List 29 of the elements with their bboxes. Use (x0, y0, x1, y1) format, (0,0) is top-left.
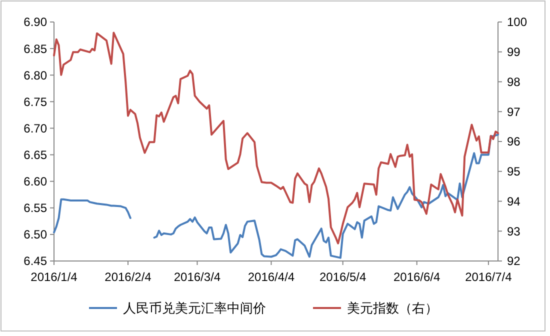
legend-label: 人民币兑美元汇率中间价 (123, 300, 266, 316)
y2-tick-label: 94 (507, 194, 521, 208)
y2-tick-label: 95 (507, 164, 521, 179)
x-tick-label: 2016/2/4 (104, 270, 152, 284)
y-tick-label: 6.55 (24, 201, 48, 216)
y2-tick-label: 92 (507, 254, 521, 268)
x-tick-label: 2016/3/4 (174, 270, 221, 284)
y2-tick-label: 97 (507, 104, 521, 119)
y-tick-label: 6.45 (24, 254, 48, 268)
y-tick-label: 6.60 (24, 174, 48, 189)
y-tick-label: 6.75 (24, 94, 48, 109)
y-tick-label: 6.85 (24, 42, 48, 56)
y-tick-label: 6.80 (24, 68, 48, 82)
legend-label: 美元指数（右） (347, 300, 438, 316)
y-tick-label: 6.70 (24, 121, 48, 136)
x-tick-label: 2016/6/4 (393, 270, 441, 284)
y2-tick-label: 96 (507, 134, 521, 149)
y2-tick-label: 98 (507, 74, 521, 89)
y2-tick-label: 93 (507, 224, 521, 238)
x-tick-label: 2016/1/4 (30, 270, 78, 284)
y-tick-label: 6.65 (24, 148, 48, 162)
y-tick-label: 6.90 (24, 15, 48, 30)
x-tick-label: 2016/7/4 (465, 270, 512, 284)
line-series (53, 32, 499, 244)
x-tick-label: 2016/4/4 (248, 270, 295, 284)
y-tick-label: 6.50 (24, 228, 48, 242)
y2-tick-label: 100 (507, 15, 528, 30)
y2-tick-label: 99 (507, 45, 521, 60)
x-tick-label: 2016/5/4 (319, 270, 367, 284)
